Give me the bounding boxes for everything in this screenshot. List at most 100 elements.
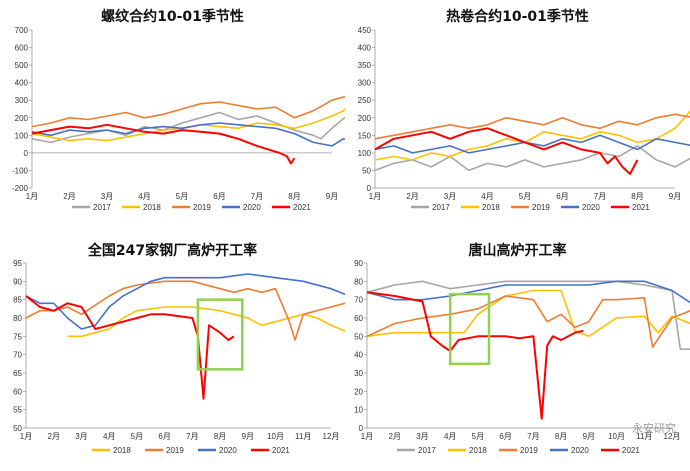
y-tick-label: 55 bbox=[13, 406, 22, 415]
x-tick-label: 2月 bbox=[63, 192, 75, 201]
x-tick-label: 7月 bbox=[186, 432, 198, 441]
legend-label: 2017 bbox=[93, 203, 111, 212]
x-tick-label: 5月 bbox=[176, 192, 188, 201]
series-line-2021 bbox=[374, 127, 639, 175]
legend-label: 2020 bbox=[243, 203, 261, 212]
y-tick-label: 90 bbox=[13, 277, 22, 286]
x-tick-label: 1月 bbox=[20, 432, 32, 441]
y-tick-label: 600 bbox=[15, 44, 29, 53]
x-tick-label: 7月 bbox=[527, 432, 539, 441]
series-line-2020 bbox=[25, 273, 359, 330]
x-tick-label: 1月 bbox=[369, 192, 381, 201]
legend-label: 2021 bbox=[632, 203, 650, 212]
y-tick-label: 200 bbox=[358, 114, 372, 123]
legend-label: 2021 bbox=[622, 446, 640, 455]
x-tick-label: 9月 bbox=[242, 432, 254, 441]
series-line-2021 bbox=[31, 123, 296, 165]
legend-label: 2019 bbox=[532, 203, 550, 212]
legend-label: 2018 bbox=[469, 446, 487, 455]
series-line-2019 bbox=[25, 280, 359, 341]
y-tick-label: 50 bbox=[13, 424, 22, 433]
x-tick-label: 9月 bbox=[669, 192, 681, 201]
y-tick-label: 80 bbox=[13, 314, 22, 323]
y-tick-label: 95 bbox=[13, 259, 22, 268]
chart-hrc-seasonality-svg: 0 50 100 150 200 250 300 350 400 450 1月 2月 3月 4月 5月 6月 7… bbox=[358, 26, 690, 212]
x-tick-label: 4月 bbox=[481, 192, 493, 201]
x-tick-label: 3月 bbox=[75, 432, 87, 441]
series-line-2018 bbox=[67, 306, 359, 338]
x-tick-label: 5月 bbox=[472, 432, 484, 441]
x-tick-label: 11月 bbox=[295, 432, 311, 441]
y-tick-label: 300 bbox=[15, 96, 29, 105]
y-tick-label: 60 bbox=[13, 387, 22, 396]
chart-rebar-seasonality: 螺纹合约10-01季节性 -200 -100 0 100 200 300 400 500 600… bbox=[0, 0, 378, 233]
series-line-2020 bbox=[31, 122, 378, 147]
series-line-2020 bbox=[374, 134, 690, 154]
legend-label: 2020 bbox=[582, 203, 600, 212]
x-tick-label: 10月 bbox=[267, 432, 284, 441]
x-tick-label: 7月 bbox=[594, 192, 606, 201]
y-tick-label: -200 bbox=[12, 184, 29, 193]
series-line-2017 bbox=[366, 280, 690, 350]
legend-label: 2019 bbox=[520, 446, 538, 455]
chart-title: 螺纹合约10-01季节性 bbox=[101, 9, 244, 25]
y-tick-label: 350 bbox=[358, 61, 372, 70]
x-tick-label: 2月 bbox=[389, 432, 401, 441]
x-tick-label: 8月 bbox=[288, 192, 300, 201]
y-tick-label: 300 bbox=[358, 79, 372, 88]
series-line-2019 bbox=[366, 295, 690, 349]
x-tick-label: 2月 bbox=[48, 432, 60, 441]
series-line-2021 bbox=[366, 291, 584, 420]
y-tick-label: 70 bbox=[354, 296, 363, 305]
x-tick-label: 10月 bbox=[608, 432, 625, 441]
y-tick-label: 500 bbox=[15, 61, 29, 70]
series-line-2020 bbox=[366, 280, 690, 304]
legend-label: 2018 bbox=[482, 203, 500, 212]
y-tick-label: 400 bbox=[358, 44, 372, 53]
y-tick-label: 65 bbox=[13, 369, 22, 378]
chart-tangshan-bf-utilization-svg: 0 10 20 30 40 50 60 70 80 90 1月 2月 3月 4月 5月 6月 7月 8月 9月 10月… bbox=[354, 259, 690, 455]
series-line-2018 bbox=[31, 43, 378, 142]
chart-title: 全国247家钢厂高炉开工率 bbox=[87, 243, 258, 259]
y-tick-label: 0 bbox=[24, 149, 29, 158]
series-line-2018 bbox=[366, 289, 690, 338]
x-tick-label: 8月 bbox=[214, 432, 226, 441]
highlight-box bbox=[196, 298, 244, 371]
y-tick-label: 0 bbox=[359, 424, 364, 433]
x-tick-label: 6月 bbox=[158, 432, 170, 441]
y-tick-label: 450 bbox=[358, 26, 372, 35]
x-tick-label: 2月 bbox=[406, 192, 418, 201]
x-tick-label: 3月 bbox=[416, 432, 428, 441]
chart-title: 唐山高炉开工率 bbox=[468, 243, 567, 259]
x-tick-label: 1月 bbox=[26, 192, 38, 201]
x-tick-label: 11月 bbox=[636, 432, 652, 441]
chart-tangshan-bf-utilization: 唐山高炉开工率 0 10 20 30 40 50 60 70 80 90 1月 2月 3月 4月 5月 6月 7… bbox=[345, 233, 690, 466]
series-line-2019 bbox=[374, 113, 690, 140]
x-tick-label: 12月 bbox=[664, 432, 681, 441]
y-tick-label: 75 bbox=[13, 332, 22, 341]
series-line-2021 bbox=[25, 295, 235, 400]
series-line-2017 bbox=[374, 145, 690, 172]
legend-label: 2017 bbox=[432, 203, 450, 212]
y-tick-label: -100 bbox=[12, 166, 29, 175]
x-tick-label: 5月 bbox=[131, 432, 143, 441]
y-tick-label: 0 bbox=[367, 184, 372, 193]
y-tick-label: 80 bbox=[354, 277, 363, 286]
x-tick-label: 5月 bbox=[519, 192, 531, 201]
chart-national-bf-utilization: 全国247家钢厂高炉开工率 50 55 60 65 70 75 80 85 90 95 1月 2月 3月… bbox=[0, 233, 359, 466]
y-tick-label: 250 bbox=[358, 96, 372, 105]
x-tick-label: 4月 bbox=[103, 432, 115, 441]
y-tick-label: 30 bbox=[354, 369, 363, 378]
x-tick-label: 8月 bbox=[631, 192, 643, 201]
x-tick-label: 4月 bbox=[444, 432, 456, 441]
x-tick-label: 12月 bbox=[323, 432, 340, 441]
y-tick-label: 100 bbox=[15, 131, 29, 140]
x-tick-label: 6月 bbox=[556, 192, 568, 201]
x-tick-label: 9月 bbox=[583, 432, 595, 441]
x-tick-label: 7月 bbox=[251, 192, 263, 201]
y-tick-label: 90 bbox=[354, 259, 363, 268]
x-tick-label: 8月 bbox=[555, 432, 567, 441]
y-tick-label: 50 bbox=[362, 166, 371, 175]
y-tick-label: 150 bbox=[358, 131, 372, 140]
legend-label: 2020 bbox=[571, 446, 589, 455]
